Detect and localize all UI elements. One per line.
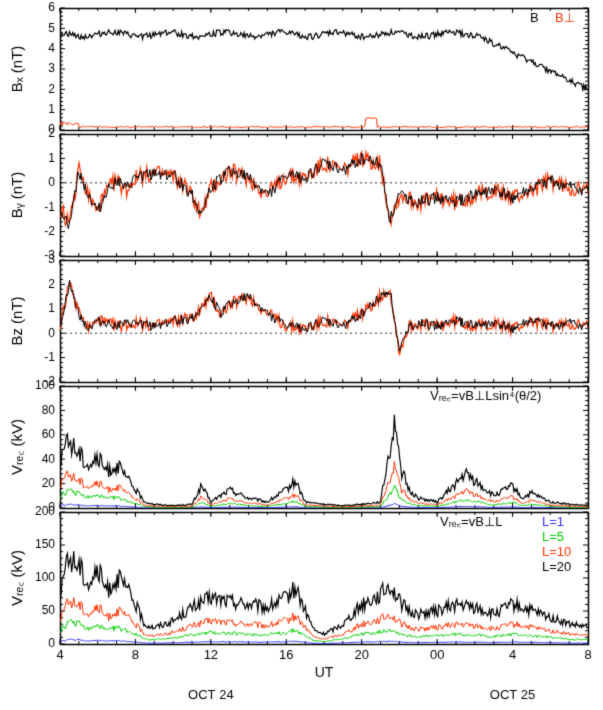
plot-canvas [0,0,603,710]
figure-container [0,0,603,710]
